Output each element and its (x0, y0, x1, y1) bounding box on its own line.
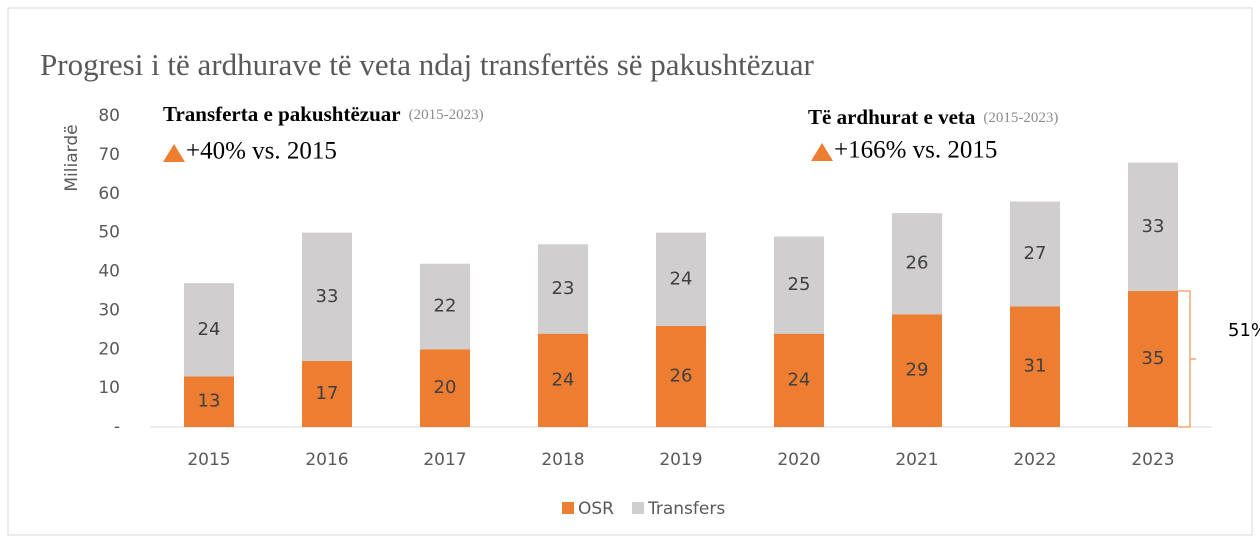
bar-segment (656, 232, 706, 326)
x-tick-label: 2019 (659, 450, 702, 470)
data-label: 33 (1142, 216, 1165, 237)
data-label: 24 (552, 369, 575, 390)
legend-label: Transfers (647, 499, 725, 519)
annotation-right: Të ardhurat e veta (2015-2023) (808, 105, 1058, 129)
annotation-period: (2015-2023) (983, 110, 1058, 126)
y-tick-label: 60 (98, 184, 120, 204)
bar-segment (184, 376, 234, 427)
annotation-change: +40% vs. 2015 (186, 138, 337, 165)
bar-segment (774, 236, 824, 334)
x-tick-label: 2018 (541, 450, 584, 470)
bar-segment (1010, 201, 1060, 307)
bar-segment (184, 283, 234, 377)
data-label: 26 (906, 253, 929, 274)
bar-segment (892, 213, 942, 315)
data-label: 35 (1142, 348, 1165, 369)
data-label: 13 (198, 391, 221, 412)
up-triangle (163, 144, 185, 162)
chart-title: Progresi i të ardhurave të veta ndaj tra… (40, 47, 814, 82)
bar-segment (1128, 290, 1178, 427)
data-label: 31 (1024, 356, 1047, 377)
data-label: 27 (1024, 243, 1047, 264)
bar-segment (302, 360, 352, 427)
data-label: 25 (788, 274, 811, 295)
annotation-period: (2015-2023) (409, 107, 484, 123)
annotation-title: Të ardhurat e veta (808, 105, 976, 129)
data-label: 33 (316, 286, 339, 307)
up-triangle (811, 143, 833, 161)
bar-segment (774, 333, 824, 427)
x-tick-label: 2017 (423, 450, 466, 470)
x-tick-label: 2015 (187, 450, 230, 470)
data-label: 20 (434, 377, 457, 398)
data-label: 24 (198, 319, 221, 340)
data-label: 22 (434, 295, 457, 316)
legend-label: OSR (578, 499, 614, 519)
legend-swatch (562, 502, 574, 514)
data-label: 26 (670, 365, 693, 386)
x-tick-label: 2023 (1131, 450, 1174, 470)
y-axis-label: Miliardë (62, 124, 82, 191)
y-tick-label: - (114, 417, 120, 437)
x-tick-label: 2021 (895, 450, 938, 470)
bar-segment (1128, 162, 1178, 291)
y-tick-label: 80 (98, 106, 120, 126)
y-tick-label: 30 (98, 300, 120, 320)
legend-swatch (631, 502, 644, 514)
data-label: 29 (906, 360, 929, 381)
bar-segment (1010, 306, 1060, 427)
bar-segment (420, 263, 470, 350)
bar-segment (656, 325, 706, 427)
y-tick-label: 70 (98, 145, 120, 165)
data-label: 24 (670, 268, 693, 289)
y-tick-label: 50 (98, 223, 120, 243)
data-label: 17 (316, 383, 339, 404)
bar-segment (538, 244, 588, 334)
data-label: 23 (552, 278, 575, 299)
data-label: 24 (788, 369, 811, 390)
x-tick-label: 2022 (1013, 450, 1056, 470)
annotation-change: +166% vs. 2015 (834, 137, 997, 164)
bar-segment (538, 333, 588, 427)
bar-segment (420, 349, 470, 427)
bar-segment (892, 314, 942, 427)
annotation-left: Transferta e pakushtëzuar (2015-2023) (163, 102, 484, 126)
x-tick-label: 2020 (777, 450, 820, 470)
bar-segment (302, 232, 352, 361)
y-tick-label: 20 (98, 339, 120, 359)
x-tick-label: 2016 (305, 450, 348, 470)
y-tick-label: 10 (98, 378, 120, 398)
share-label: 51% (1228, 320, 1260, 341)
annotation-title: Transferta e pakushtëzuar (163, 102, 401, 126)
share-bracket (1178, 290, 1196, 428)
y-tick-label: 40 (98, 262, 120, 282)
